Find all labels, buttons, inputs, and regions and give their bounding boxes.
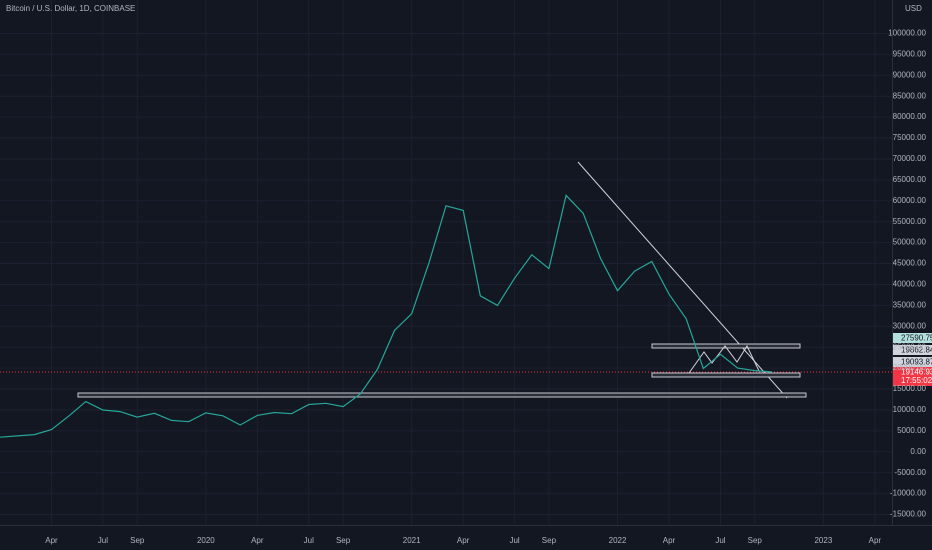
grid	[0, 0, 892, 525]
x-tick-label: 2021	[403, 536, 421, 545]
y-tick-label: 45000.00	[893, 259, 927, 268]
y-tick-label: 55000.00	[893, 217, 927, 226]
x-tick-label: Jul	[98, 536, 108, 545]
label-bg	[893, 357, 932, 367]
x-tick-label: 2023	[814, 536, 832, 545]
y-tick-label: 85000.00	[893, 91, 927, 100]
price-label: 19146.93	[901, 368, 932, 377]
x-tick-label: Sep	[542, 536, 557, 545]
y-tick-label: 65000.00	[893, 175, 927, 184]
plot	[0, 194, 772, 438]
y-tick-label: -15000.00	[890, 510, 927, 519]
y-tick-label: 95000.00	[893, 49, 927, 58]
label-bg	[893, 345, 932, 355]
price-labels: 27590.75 19862.84 19093.87 19146.93 17:5…	[893, 333, 932, 386]
y-tick-label: 80000.00	[893, 112, 927, 121]
y-tick-label: 60000.00	[893, 196, 927, 205]
label-bg	[893, 333, 932, 343]
level-box	[77, 392, 807, 398]
drawings	[0, 161, 892, 399]
y-tick-label: 70000.00	[893, 154, 927, 163]
level-box	[651, 372, 801, 378]
x-tick-label: Apr	[457, 536, 470, 545]
x-tick-label: Sep	[336, 536, 351, 545]
x-tick-label: Jul	[509, 536, 519, 545]
y-tick-label: 25000.00	[893, 342, 927, 351]
x-tick-label: 2022	[609, 536, 627, 545]
x-tick-label: Apr	[251, 536, 264, 545]
y-tick-label: 100000.00	[888, 29, 926, 38]
trend-line	[577, 161, 788, 399]
y-tick-label: 75000.00	[893, 133, 927, 142]
x-tick-label: 2020	[197, 536, 215, 545]
chart-title: Bitcoin / U.S. Dollar, 1D, COINBASE	[6, 4, 135, 13]
y-tick-label: 50000.00	[893, 238, 927, 247]
y-tick-label: 0.00	[910, 447, 926, 456]
y-tick-label: 5000.00	[897, 426, 926, 435]
y-tick-label: 90000.00	[893, 70, 927, 79]
price-label: 19862.84	[901, 346, 932, 355]
x-tick-label: Sep	[748, 536, 763, 545]
y-tick-label: 30000.00	[893, 321, 927, 330]
y-tick-label: 10000.00	[893, 405, 927, 414]
y-tick-label: 35000.00	[893, 300, 927, 309]
x-tick-label: Apr	[45, 536, 58, 545]
x-tick-label: Jul	[304, 536, 314, 545]
x-tick-label: Jul	[715, 536, 725, 545]
y-tick-label: 40000.00	[893, 280, 927, 289]
countdown: 17:55:02	[901, 376, 932, 385]
y-tick-label: -10000.00	[890, 489, 927, 498]
label-bg	[893, 367, 932, 386]
price-label: 19093.87	[901, 358, 932, 367]
currency: USD	[905, 4, 922, 13]
y-tick-label: -5000.00	[894, 468, 926, 477]
y-tick-label: 15000.00	[893, 384, 927, 393]
x-tick-label: Apr	[663, 536, 676, 545]
x-tick-label: Sep	[130, 536, 145, 545]
price-line	[0, 194, 772, 438]
y-tick-label: 20000.00	[893, 363, 927, 372]
x-tick-label: Apr	[869, 536, 882, 545]
pattern	[688, 344, 761, 374]
price-label: 27590.75	[901, 334, 932, 343]
